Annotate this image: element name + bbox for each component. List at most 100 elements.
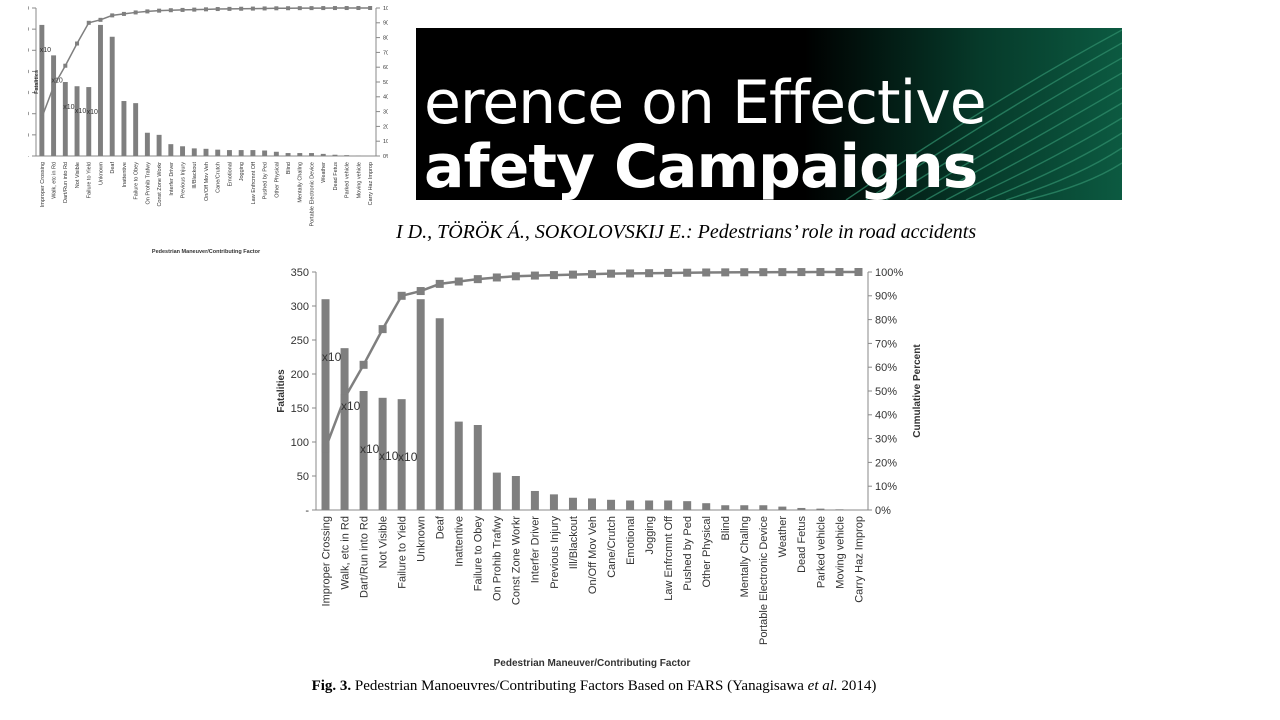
bar	[778, 506, 787, 510]
x-category-label: Ill/Blackout	[568, 516, 580, 569]
pareto-chart-large: - 50 100 150 200 250 300 350 0% 10% 20% 30% 40% 50% 60…	[276, 267, 923, 669]
cumulative-point	[274, 6, 279, 11]
y-axis-title: Fatalities	[276, 369, 287, 413]
bar	[297, 153, 303, 156]
bar	[645, 500, 654, 510]
y-tick-label: 100	[28, 112, 29, 118]
x-category-label: Walk, etc in Rd	[339, 516, 351, 590]
cumulative-point	[321, 6, 326, 11]
y-tick-label: -	[28, 154, 29, 160]
y-tick-label: 300	[291, 301, 309, 313]
bar-annotation: x10	[87, 109, 98, 116]
caption-fig-number: Fig. 3.	[311, 678, 352, 694]
cumulative-point	[145, 9, 150, 14]
cumulative-point	[511, 272, 520, 281]
caption-year: 2014)	[837, 678, 877, 694]
x-category-label: Dart/Run into Rd	[63, 162, 69, 203]
bar	[203, 148, 209, 156]
cumulative-point	[286, 6, 291, 11]
x-category-label: Previous Injury	[180, 162, 186, 199]
cumulative-point	[227, 6, 232, 11]
y2-tick-label: 20%	[875, 457, 897, 469]
cumulative-point	[157, 8, 162, 13]
cumulative-point	[740, 268, 749, 277]
cumulative-point	[778, 268, 787, 277]
x-category-label: Blind	[286, 162, 292, 174]
bar-annotation: x10	[40, 47, 51, 54]
y2-tick-label: 10%	[383, 139, 388, 145]
x-category-label: Dead Fetus	[796, 516, 808, 573]
x-category-label: Failure to Yield	[397, 516, 409, 589]
x-category-label: Mentally Challng	[298, 162, 304, 203]
y-axis-title: Fatalities	[34, 70, 40, 94]
banner-stripes-graphic	[416, 28, 1122, 200]
x-category-label: Dead Fetus	[333, 162, 339, 191]
cumulative-point	[86, 20, 91, 25]
bar	[262, 150, 268, 156]
cumulative-point	[816, 268, 825, 277]
cumulative-point	[133, 10, 138, 15]
bar	[473, 425, 482, 510]
cumulative-point	[239, 6, 244, 11]
x-category-label: Cane/Crutch	[216, 162, 222, 193]
y2-tick-label: 40%	[875, 410, 897, 422]
bar	[378, 397, 387, 510]
bar	[721, 505, 730, 510]
bar	[168, 144, 174, 156]
bar	[568, 497, 577, 510]
cumulative-point	[262, 6, 267, 11]
cumulative-point	[250, 6, 255, 11]
bar	[285, 153, 291, 156]
bar	[340, 348, 349, 510]
x-category-label: Pushed by Ped	[263, 162, 269, 199]
x-category-label: On Prohib Trafwy	[145, 162, 151, 205]
cumulative-point	[626, 269, 635, 278]
cumulative-point	[110, 13, 115, 18]
x-category-label: Law Enfrcmnt Off	[663, 515, 675, 601]
x-category-label: Carry Haz Improp	[368, 162, 374, 205]
x-category-label: Interfer Driver	[169, 162, 175, 196]
x-category-label: Walk, etc in Rd	[52, 162, 58, 199]
x-category-label: Carry Haz Improp	[853, 516, 865, 603]
x-category-label: On/Off Mov Veh	[204, 162, 210, 201]
y2-tick-label: 40%	[383, 95, 388, 101]
cumulative-point	[473, 275, 482, 284]
cumulative-point	[39, 115, 44, 120]
cumulative-point	[435, 279, 444, 288]
bar	[133, 103, 139, 156]
y2-tick-label: 50%	[383, 80, 388, 86]
y2-tick-label: 100%	[383, 6, 388, 12]
cumulative-point	[309, 6, 314, 11]
paper-running-header: I D., TÖRÖK Á., SOKOLOVSKIJ E.: Pedestri…	[396, 221, 977, 243]
bar	[549, 494, 558, 510]
y-tick-label: 250	[291, 335, 309, 347]
x-category-label: Moving vehicle	[834, 516, 846, 589]
bar	[215, 149, 221, 156]
bar	[492, 472, 501, 510]
y-tick-label: 50	[28, 133, 29, 139]
y2-tick-label: 30%	[875, 433, 897, 445]
bar	[359, 391, 368, 510]
bar	[626, 500, 635, 510]
bar	[86, 87, 92, 156]
bar-annotation: x10	[51, 77, 62, 84]
bar	[156, 134, 162, 156]
bar	[238, 150, 244, 156]
cumulative-point	[98, 17, 103, 22]
cumulative-point	[664, 268, 673, 277]
x-category-label: Ill/Blackout	[192, 162, 198, 189]
cumulative-point	[759, 268, 768, 277]
cumulative-point	[797, 268, 806, 277]
cumulative-point	[378, 325, 387, 334]
y-tick-label: 150	[291, 403, 309, 415]
y-tick-label: 200	[28, 69, 29, 75]
pareto-chart-small: - 50 100 150 200 250 300 350 0% 10% 20% 30% 40% 50% 60…	[28, 6, 388, 255]
x-category-label: Jogging	[644, 516, 656, 555]
bar	[321, 299, 330, 510]
y2-tick-label: 70%	[383, 50, 388, 56]
x-category-label: Previous Injury	[549, 516, 561, 589]
cumulative-point	[51, 84, 56, 89]
x-category-label: Emotional	[625, 516, 637, 565]
bar	[664, 500, 673, 510]
x-category-label: Blind	[720, 516, 732, 540]
